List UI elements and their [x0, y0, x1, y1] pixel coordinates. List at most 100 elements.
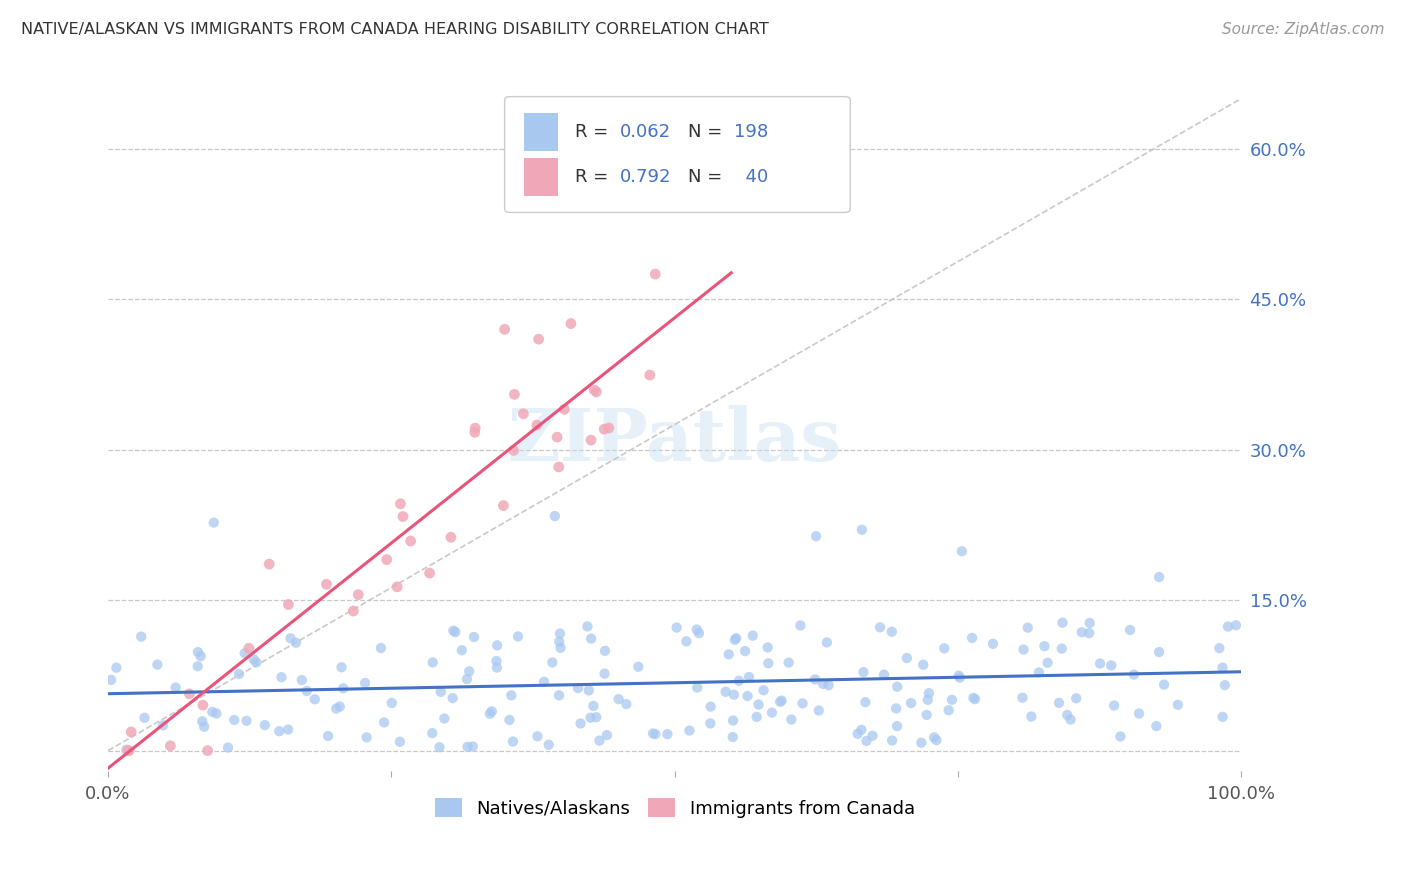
Point	[105, 661, 128, 675]
Point	[752, 683, 775, 698]
Point	[527, 332, 550, 346]
Point	[202, 516, 225, 530]
Point	[464, 425, 486, 440]
Point	[738, 670, 761, 684]
Text: R =: R =	[575, 168, 614, 186]
Point	[316, 729, 339, 743]
Point	[1144, 719, 1167, 733]
Point	[578, 683, 600, 698]
Point	[115, 743, 138, 757]
Point	[330, 660, 353, 674]
Point	[356, 731, 378, 745]
Point	[950, 544, 973, 558]
Point	[533, 674, 555, 689]
Point	[280, 632, 302, 646]
Point	[1167, 698, 1189, 712]
Point	[725, 632, 748, 646]
Point	[855, 734, 877, 748]
Text: 40: 40	[734, 168, 768, 186]
Point	[686, 681, 709, 695]
Point	[329, 699, 352, 714]
Point	[598, 421, 620, 435]
Point	[614, 697, 637, 711]
Point	[253, 718, 276, 732]
Point	[375, 552, 398, 566]
Point	[159, 739, 181, 753]
Text: Source: ZipAtlas.com: Source: ZipAtlas.com	[1222, 22, 1385, 37]
Point	[1033, 639, 1056, 653]
Point	[780, 713, 803, 727]
Point	[1036, 656, 1059, 670]
Point	[1212, 710, 1234, 724]
Point	[851, 523, 873, 537]
Point	[962, 690, 984, 705]
Point	[224, 713, 246, 727]
Point	[851, 723, 873, 737]
Point	[441, 691, 464, 706]
Point	[1078, 626, 1101, 640]
Text: R =: R =	[575, 123, 614, 141]
Point	[593, 422, 616, 436]
Point	[440, 530, 463, 544]
Point	[422, 656, 444, 670]
Point	[512, 407, 534, 421]
Legend: Natives/Alaskans, Immigrants from Canada: Natives/Alaskans, Immigrants from Canada	[427, 791, 922, 825]
Point	[120, 725, 142, 739]
Point	[389, 497, 412, 511]
Point	[419, 566, 441, 580]
Point	[807, 704, 830, 718]
Text: N =: N =	[688, 168, 728, 186]
Point	[501, 689, 523, 703]
Point	[444, 625, 467, 640]
Point	[804, 673, 827, 687]
Point	[811, 677, 834, 691]
Point	[354, 676, 377, 690]
Point	[179, 687, 201, 701]
Point	[1211, 660, 1233, 674]
Point	[285, 636, 308, 650]
Point	[277, 723, 299, 737]
Point	[721, 714, 744, 728]
Point	[492, 499, 515, 513]
Point	[949, 671, 972, 685]
Point	[392, 509, 415, 524]
Point	[1059, 713, 1081, 727]
Point	[100, 673, 122, 687]
Point	[238, 641, 260, 656]
Point	[627, 659, 650, 673]
Text: NATIVE/ALASKAN VS IMMIGRANTS FROM CANADA HEARING DISABILITY CORRELATION CHART: NATIVE/ALASKAN VS IMMIGRANTS FROM CANADA…	[21, 22, 769, 37]
Point	[1147, 570, 1170, 584]
Point	[537, 738, 560, 752]
Point	[332, 681, 354, 696]
Point	[747, 698, 769, 712]
Point	[1122, 667, 1144, 681]
Point	[458, 665, 481, 679]
Point	[1213, 678, 1236, 692]
Point	[187, 645, 209, 659]
Point	[1070, 625, 1092, 640]
Point	[498, 713, 520, 727]
Point	[817, 678, 839, 692]
Point	[1050, 641, 1073, 656]
Text: ZIPatlas: ZIPatlas	[508, 405, 842, 476]
Point	[896, 651, 918, 665]
Point	[205, 706, 228, 721]
Point	[381, 696, 404, 710]
Point	[912, 657, 935, 672]
Point	[1021, 709, 1043, 723]
Point	[915, 707, 938, 722]
Point	[685, 623, 707, 637]
Point	[815, 635, 838, 649]
Point	[242, 652, 264, 666]
Point	[1017, 621, 1039, 635]
Point	[644, 727, 666, 741]
FancyBboxPatch shape	[524, 158, 558, 196]
Point	[918, 686, 941, 700]
Point	[1012, 642, 1035, 657]
Point	[567, 681, 589, 695]
FancyBboxPatch shape	[524, 112, 558, 152]
Point	[1099, 658, 1122, 673]
Text: 0.792: 0.792	[620, 168, 672, 186]
Point	[117, 744, 139, 758]
Point	[373, 715, 395, 730]
